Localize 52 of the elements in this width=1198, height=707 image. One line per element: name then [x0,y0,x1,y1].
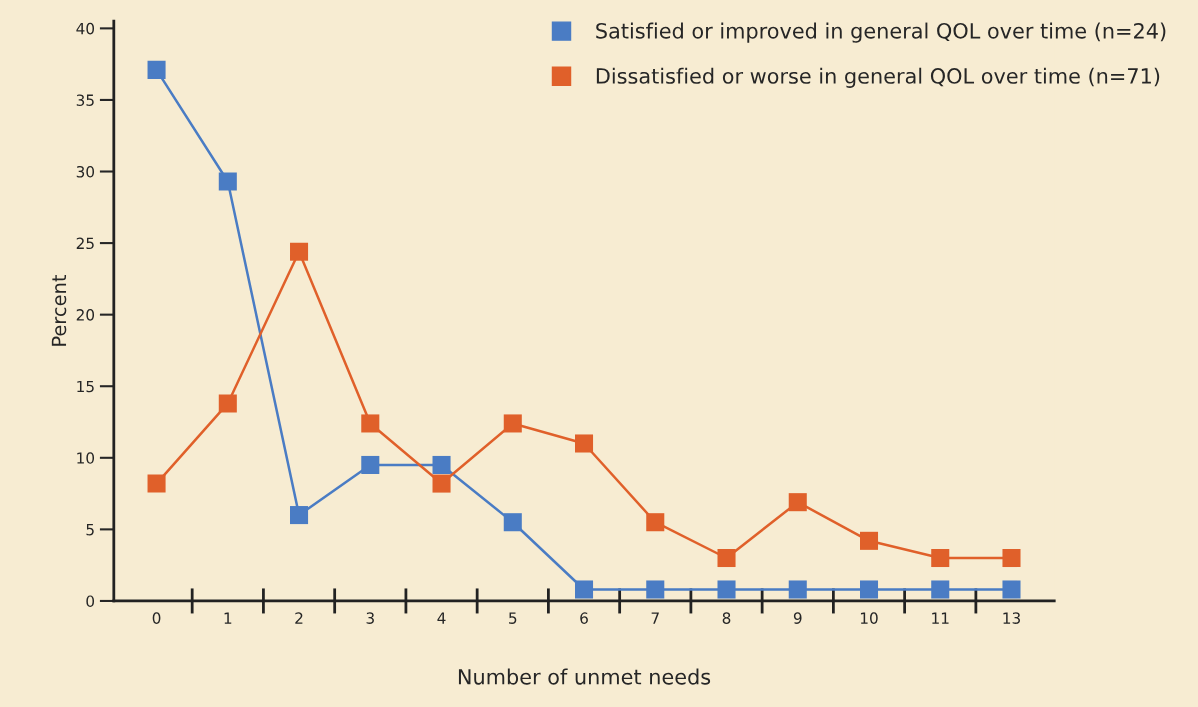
point [1002,548,1021,568]
y-tick-label: 5 [86,524,94,536]
point [503,414,522,433]
point [788,580,807,599]
x-tick-label: 6 [580,612,588,624]
y-tick-label: 10 [77,452,95,464]
x-tick-label: 10 [860,612,878,624]
point [290,506,309,525]
x-tick-label: 4 [437,612,446,624]
y-tick-label: 0 [86,595,95,607]
x-tick-label: 8 [722,612,731,624]
y-tick-label: 35 [76,94,94,106]
point [717,580,736,599]
y-axis-title: Percent [51,274,67,346]
y-tick-label: 20 [76,309,95,321]
legend-label: Satisfied or improved in general QOL over time (n=24) [596,22,1166,43]
y-tick-label: 25 [76,237,94,250]
x-tick-label: 3 [366,612,374,624]
point [218,172,237,191]
point [361,414,380,433]
point [432,474,451,493]
point [1002,580,1021,599]
point [361,455,380,474]
x-tick-label: 9 [793,612,802,624]
x-tick-label: 13 [1003,612,1020,624]
point [859,580,879,599]
point [290,242,309,261]
point [717,548,736,568]
point [931,580,950,599]
x-tick-label: 5 [509,612,517,624]
point [147,474,166,493]
x-tick-label: 0 [152,612,161,624]
legend-label: Dissatisfied or worse in general QOL over time (n=71) [596,67,1160,88]
x-tick-label: 7 [651,612,659,624]
point [788,493,807,512]
y-tick-label: 40 [76,22,95,35]
point [218,394,237,413]
y-tick-label: 15 [77,380,94,393]
point [575,580,594,599]
y-tick-label: 30 [76,165,95,178]
x-tick-label: 11 [932,612,949,624]
x-tick-label: 2 [295,612,303,624]
point [575,434,594,453]
point [432,455,451,474]
point [859,531,879,550]
point [147,60,166,79]
x-axis-title: Number of unmet needs [458,668,711,685]
point [646,513,665,532]
point [646,580,665,599]
point [503,513,522,532]
x-tick-label: 1 [224,612,232,624]
point [931,548,950,568]
